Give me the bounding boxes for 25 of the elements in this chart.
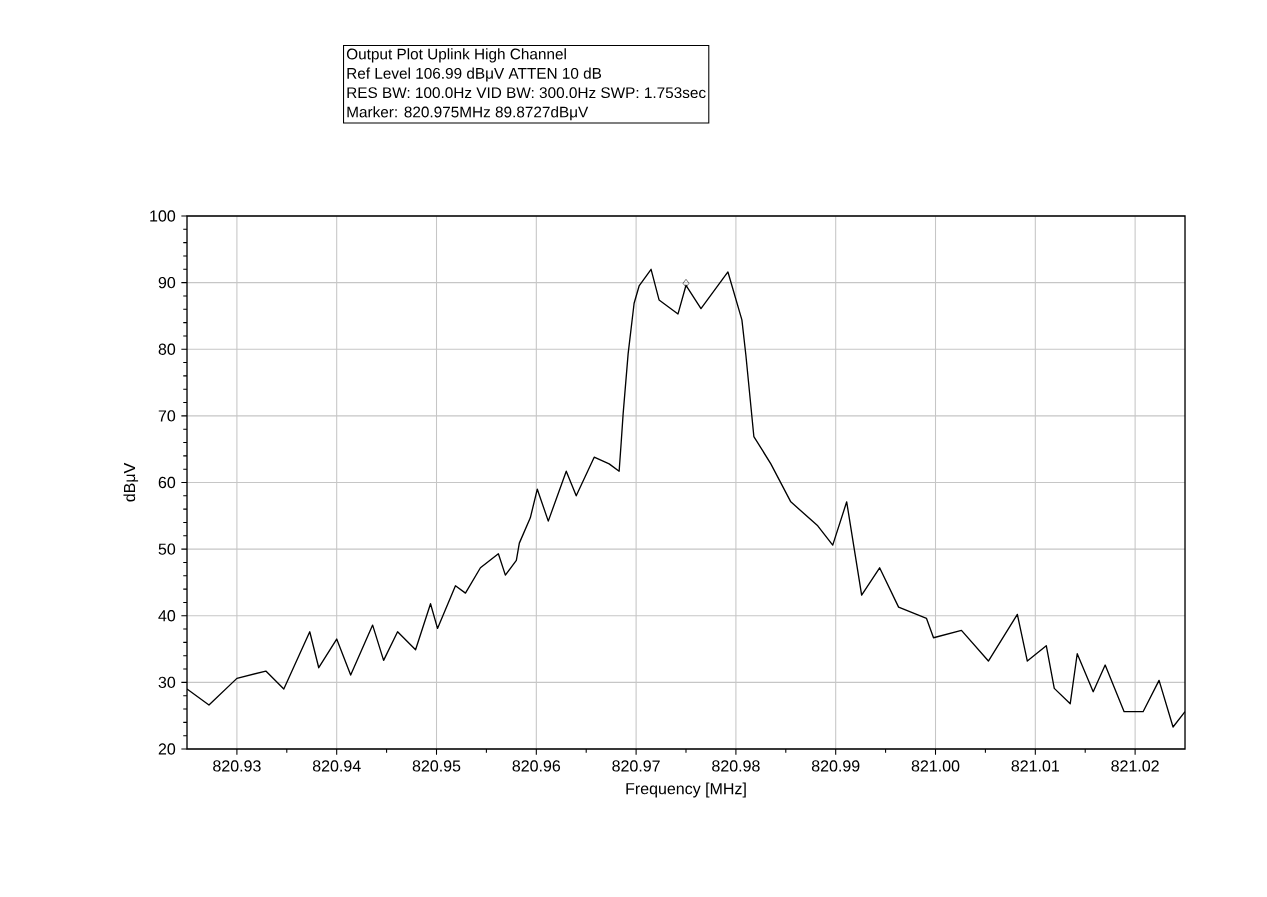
y-tick-label: 70	[158, 410, 176, 422]
text: Marker: 820.975MHz 89.8727dBμV	[347, 106, 589, 121]
x-tick-label: 821.00	[911, 760, 960, 772]
y-tick-label: 40	[158, 610, 176, 622]
x-tick-label: 820.96	[512, 760, 561, 772]
chart-title: Output Plot Uplink High Channel	[346, 48, 566, 63]
x-tick-label: 820.98	[712, 760, 760, 772]
y-tick-label: 30	[158, 676, 176, 689]
x-axis-title: Frequency [MHz]	[626, 782, 746, 798]
x-tick-label: 820.94	[312, 760, 361, 772]
x-tick-label: 821.02	[1111, 760, 1159, 772]
y-tick-label: 20	[158, 743, 176, 755]
x-tick-label: 820.97	[612, 760, 660, 772]
y-tick-label: 80	[158, 343, 176, 355]
x-tick-label: 820.93	[213, 760, 261, 772]
y-tick-label: 50	[158, 543, 176, 555]
y-axis-title: dBμV	[123, 462, 139, 502]
y-tick-label: 100	[150, 210, 176, 222]
text: Ref Level 106.99 dBμV ATTEN 10 dB	[347, 67, 602, 82]
y-tick-label: 60	[158, 476, 176, 489]
text: RES BW: 100.0Hz VID BW: 300.0Hz SWP: 1.753sec	[347, 87, 706, 99]
x-tick-label: 820.95	[412, 760, 461, 772]
x-tick-label: 820.99	[811, 760, 860, 772]
x-tick-label: 821.01	[1011, 760, 1059, 772]
y-tick-label: 90	[158, 276, 176, 289]
